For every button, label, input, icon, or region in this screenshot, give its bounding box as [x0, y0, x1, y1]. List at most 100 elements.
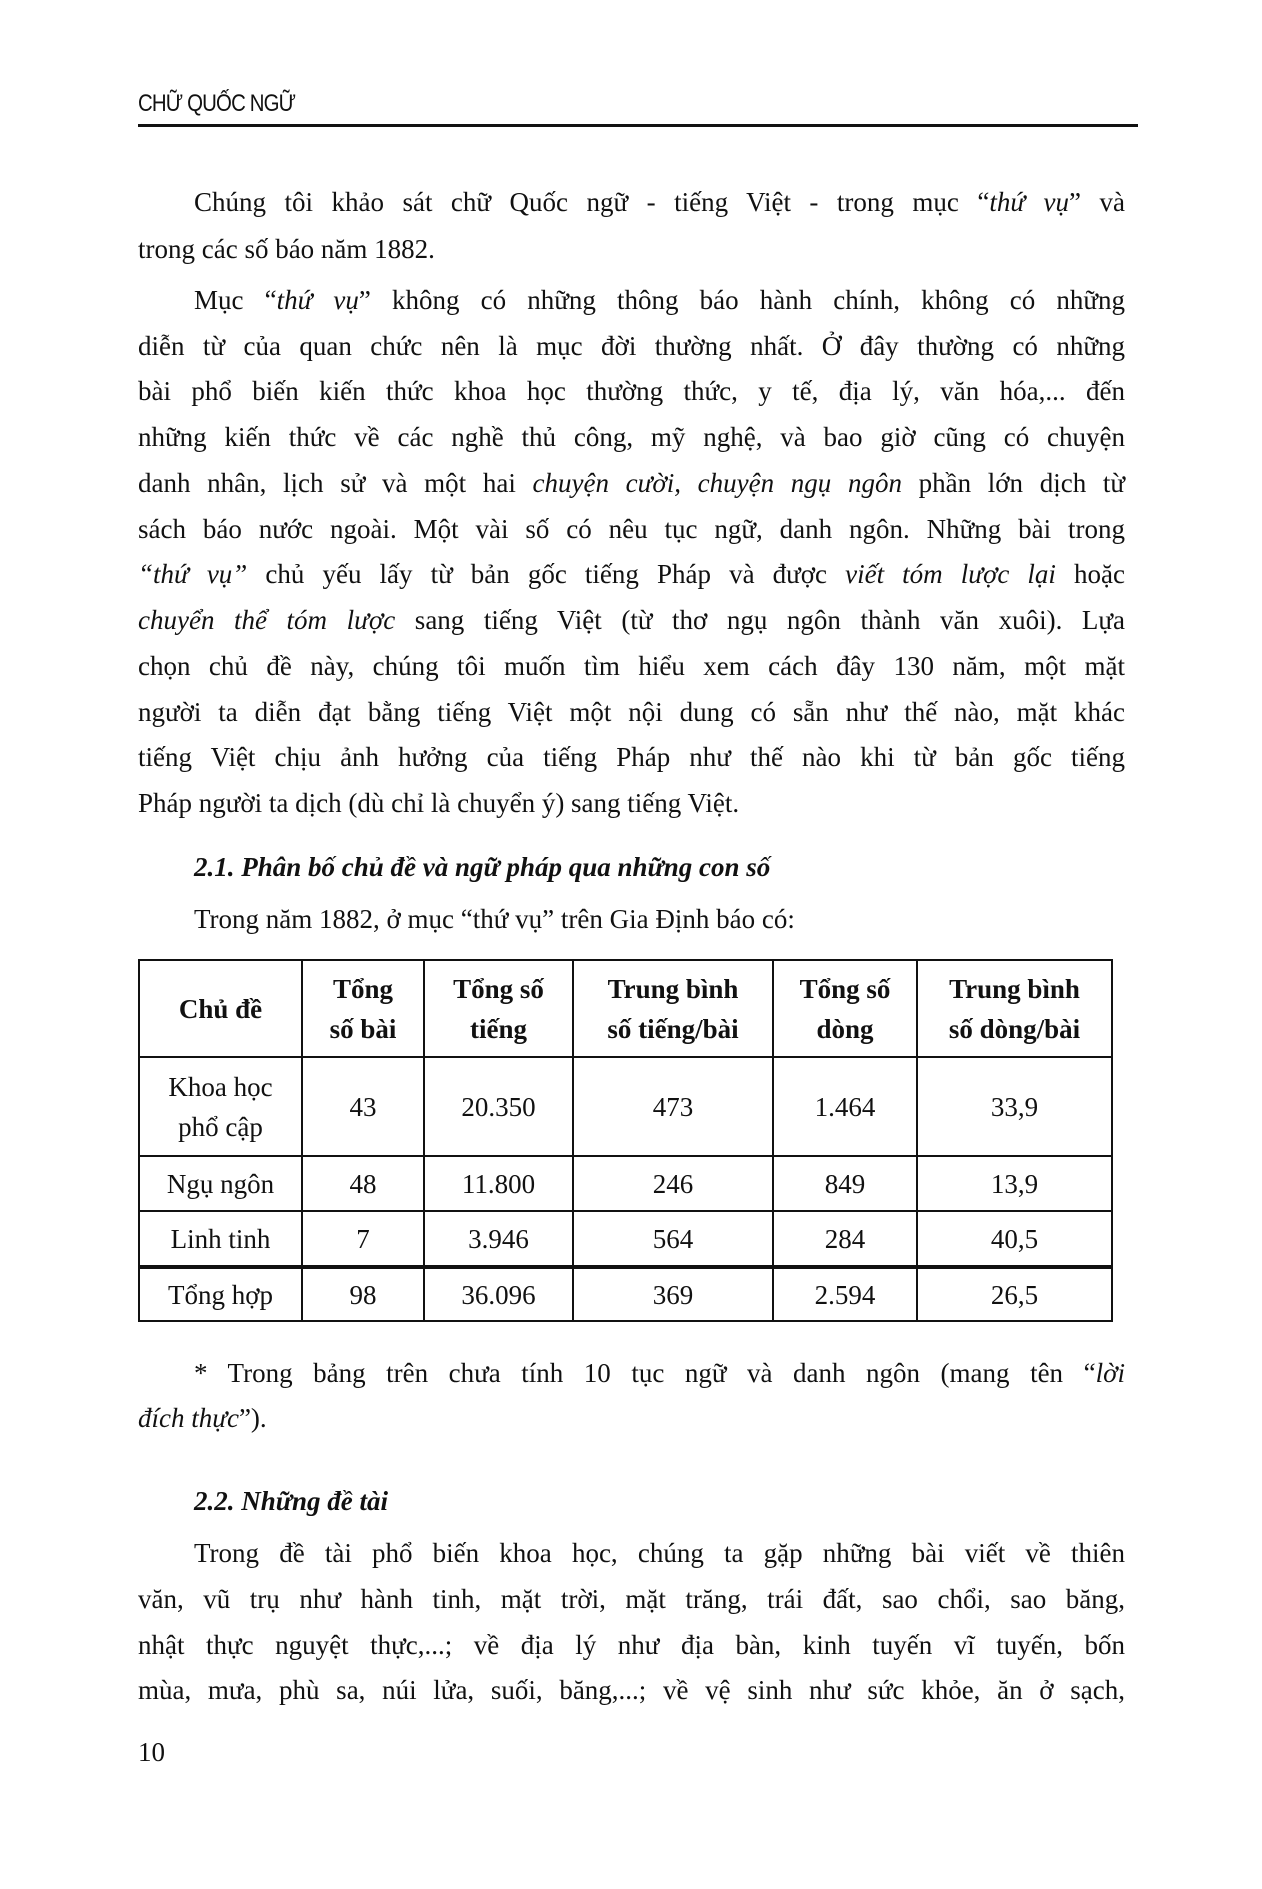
cell-text: 369: [652, 1279, 694, 1310]
table-row: Ngụ ngôn 48 11.800 246 849 13,9: [138, 1155, 1113, 1212]
cell-text: số tiếng/bài: [607, 1013, 739, 1044]
table-cell: 26,5: [916, 1265, 1113, 1322]
italic-text: lời: [1095, 1358, 1125, 1388]
table-cell: 40,5: [916, 1210, 1113, 1268]
table-row: Linh tinh 7 3.946 564 284 40,5: [138, 1210, 1113, 1268]
text-span: trong các số báo năm 1882.: [138, 234, 435, 264]
text-span: Chúng tôi khảo sát chữ Quốc ngữ - tiếng …: [194, 187, 990, 217]
table-cell: Ngụ ngôn: [138, 1155, 303, 1212]
column-header: Trung bình số dòng/bài: [916, 959, 1113, 1058]
table-cell: 246: [572, 1155, 774, 1212]
table-cell: 43: [301, 1056, 425, 1157]
cell-text: 3.946: [468, 1223, 529, 1254]
italic-text: đích thực: [138, 1403, 239, 1433]
cell-text: 43: [349, 1091, 377, 1122]
cell-text: 36.096: [461, 1279, 536, 1310]
cell-text: 7: [356, 1223, 370, 1254]
table-cell: 3.946: [423, 1210, 574, 1268]
statistics-table: Chủ đề Tổng số bài Tổng số tiếng Trung bình số…: [138, 959, 1113, 1322]
text-span: hoặc: [1055, 559, 1125, 589]
italic-text: thứ vụ: [989, 187, 1070, 217]
table-cell: 36.096: [423, 1265, 574, 1322]
table-cell: 369: [572, 1265, 774, 1322]
table-cell: Tổng hợp: [138, 1265, 303, 1322]
italic-text: “thứ vụ”: [138, 559, 248, 589]
table-cell: 33,9: [916, 1056, 1113, 1157]
column-header: Tổng số bài: [301, 959, 425, 1058]
text-span: nhật thực nguyệt thực,...; về địa lý như…: [138, 1630, 1125, 1660]
text-span: Trong năm 1882, ở mục “thứ vụ” trên Gia …: [194, 904, 795, 934]
table-cell: 7: [301, 1210, 425, 1268]
text-span: chủ yếu lấy từ bản gốc tiếng Pháp và đượ…: [247, 559, 846, 589]
table-cell: 98: [301, 1265, 425, 1322]
text-line: tiếng Việt chịu ảnh hưởng của tiếng Pháp…: [138, 740, 1125, 774]
text-span: ” không có những thông báo hành chính, k…: [358, 285, 1125, 315]
cell-text: Chủ đề: [178, 993, 263, 1024]
cell-text: tiếng: [470, 1013, 527, 1044]
cell-text: 26,5: [990, 1279, 1039, 1310]
cell-text: 2.594: [814, 1279, 876, 1310]
italic-text: viết tóm lược lại: [845, 559, 1056, 589]
italic-text: chuyện cười, chuyện ngụ ngôn: [532, 468, 902, 498]
text-line: đích thực”).: [138, 1401, 267, 1435]
text-span: Trong đề tài phổ biến khoa học, chúng ta…: [194, 1538, 1125, 1568]
cell-text: Trung bình: [949, 973, 1080, 1004]
table-cell: 20.350: [423, 1056, 574, 1157]
text-line: người ta diễn đạt bằng tiếng Việt một nộ…: [138, 695, 1125, 729]
text-line: danh nhân, lịch sử và một hai chuyện cườ…: [138, 466, 1125, 500]
cell-text: Tổng số: [453, 973, 544, 1004]
cell-text: Khoa học: [168, 1071, 273, 1102]
running-header: CHỮ QUỐC NGỮ: [138, 90, 296, 117]
column-header: Trung bình số tiếng/bài: [572, 959, 774, 1058]
text-line: Trong năm 1882, ở mục “thứ vụ” trên Gia …: [194, 902, 795, 936]
cell-text: 33,9: [990, 1091, 1039, 1122]
text-line: chuyển thể tóm lược sang tiếng Việt (từ …: [138, 603, 1125, 637]
text-line: * Trong bảng trên chưa tính 10 tục ngữ v…: [194, 1356, 1125, 1390]
table-cell: 13,9: [916, 1155, 1113, 1212]
table-row: Khoa học phổ cập 43 20.350 473 1.464 33,9: [138, 1056, 1113, 1157]
cell-text: số bài: [329, 1013, 397, 1044]
italic-text: thứ vụ: [276, 285, 359, 315]
cell-text: 48: [349, 1168, 377, 1199]
text-span: những kiến thức về các nghề thủ công, mỹ…: [138, 422, 1125, 452]
header-rule: [138, 124, 1138, 127]
table-row: Tổng hợp 98 36.096 369 2.594 26,5: [138, 1265, 1113, 1322]
text-span: chọn chủ đề này, chúng tôi muốn tìm hiểu…: [138, 651, 1125, 681]
text-span: diễn từ của quan chức nên là mục đời thư…: [138, 331, 1125, 361]
table-header-row: Chủ đề Tổng số bài Tổng số tiếng Trung bình số…: [138, 959, 1113, 1058]
cell-text: 98: [349, 1279, 377, 1310]
text-span: * Trong bảng trên chưa tính 10 tục ngữ v…: [194, 1358, 1096, 1388]
page-number: 10: [138, 1737, 165, 1767]
text-line: Pháp người ta dịch (dù chỉ là chuyển ý) …: [138, 786, 739, 820]
table-cell: 48: [301, 1155, 425, 1212]
text-line: chọn chủ đề này, chúng tôi muốn tìm hiểu…: [138, 649, 1125, 683]
text-span: tiếng Việt chịu ảnh hưởng của tiếng Pháp…: [138, 742, 1125, 772]
cell-text: 1.464: [814, 1091, 876, 1122]
text-line: diễn từ của quan chức nên là mục đời thư…: [138, 329, 1125, 363]
cell-text: 11.800: [461, 1168, 536, 1199]
cell-text: Tổng: [332, 973, 394, 1004]
table-cell: 284: [772, 1210, 918, 1268]
cell-text: dòng: [816, 1013, 874, 1044]
text-span: bài phổ biến kiến thức khoa học thường t…: [138, 376, 1125, 406]
text-span: phần lớn dịch từ: [901, 468, 1126, 498]
text-span: Pháp người ta dịch (dù chỉ là chuyển ý) …: [138, 788, 740, 818]
text-span: 2.2. Những đề tài: [194, 1486, 388, 1516]
text-line: văn, vũ trụ như hành tinh, mặt trời, mặt…: [138, 1582, 1125, 1616]
cell-text: Linh tinh: [170, 1223, 271, 1254]
text-line: nhật thực nguyệt thực,...; về địa lý như…: [138, 1628, 1125, 1662]
section-heading: 2.1. Phân bố chủ đề và ngữ pháp qua nhữn…: [194, 850, 770, 884]
cell-text: Trung bình: [607, 973, 739, 1004]
text-span: Mục “: [194, 285, 277, 315]
cell-text: 20.350: [461, 1091, 536, 1122]
cell-text: 473: [652, 1091, 694, 1122]
text-line: “thứ vụ” chủ yếu lấy từ bản gốc tiếng Ph…: [138, 557, 1125, 591]
cell-text: 849: [824, 1168, 866, 1199]
cell-text: Tổng số: [799, 973, 891, 1004]
text-span: ” và: [1069, 187, 1126, 217]
table-cell: Khoa học phổ cập: [138, 1056, 303, 1157]
text-span: văn, vũ trụ như hành tinh, mặt trời, mặt…: [138, 1584, 1125, 1614]
cell-text: số dòng/bài: [948, 1013, 1081, 1044]
italic-text: chuyển thể tóm lược: [138, 605, 396, 635]
table-cell: 11.800: [423, 1155, 574, 1212]
